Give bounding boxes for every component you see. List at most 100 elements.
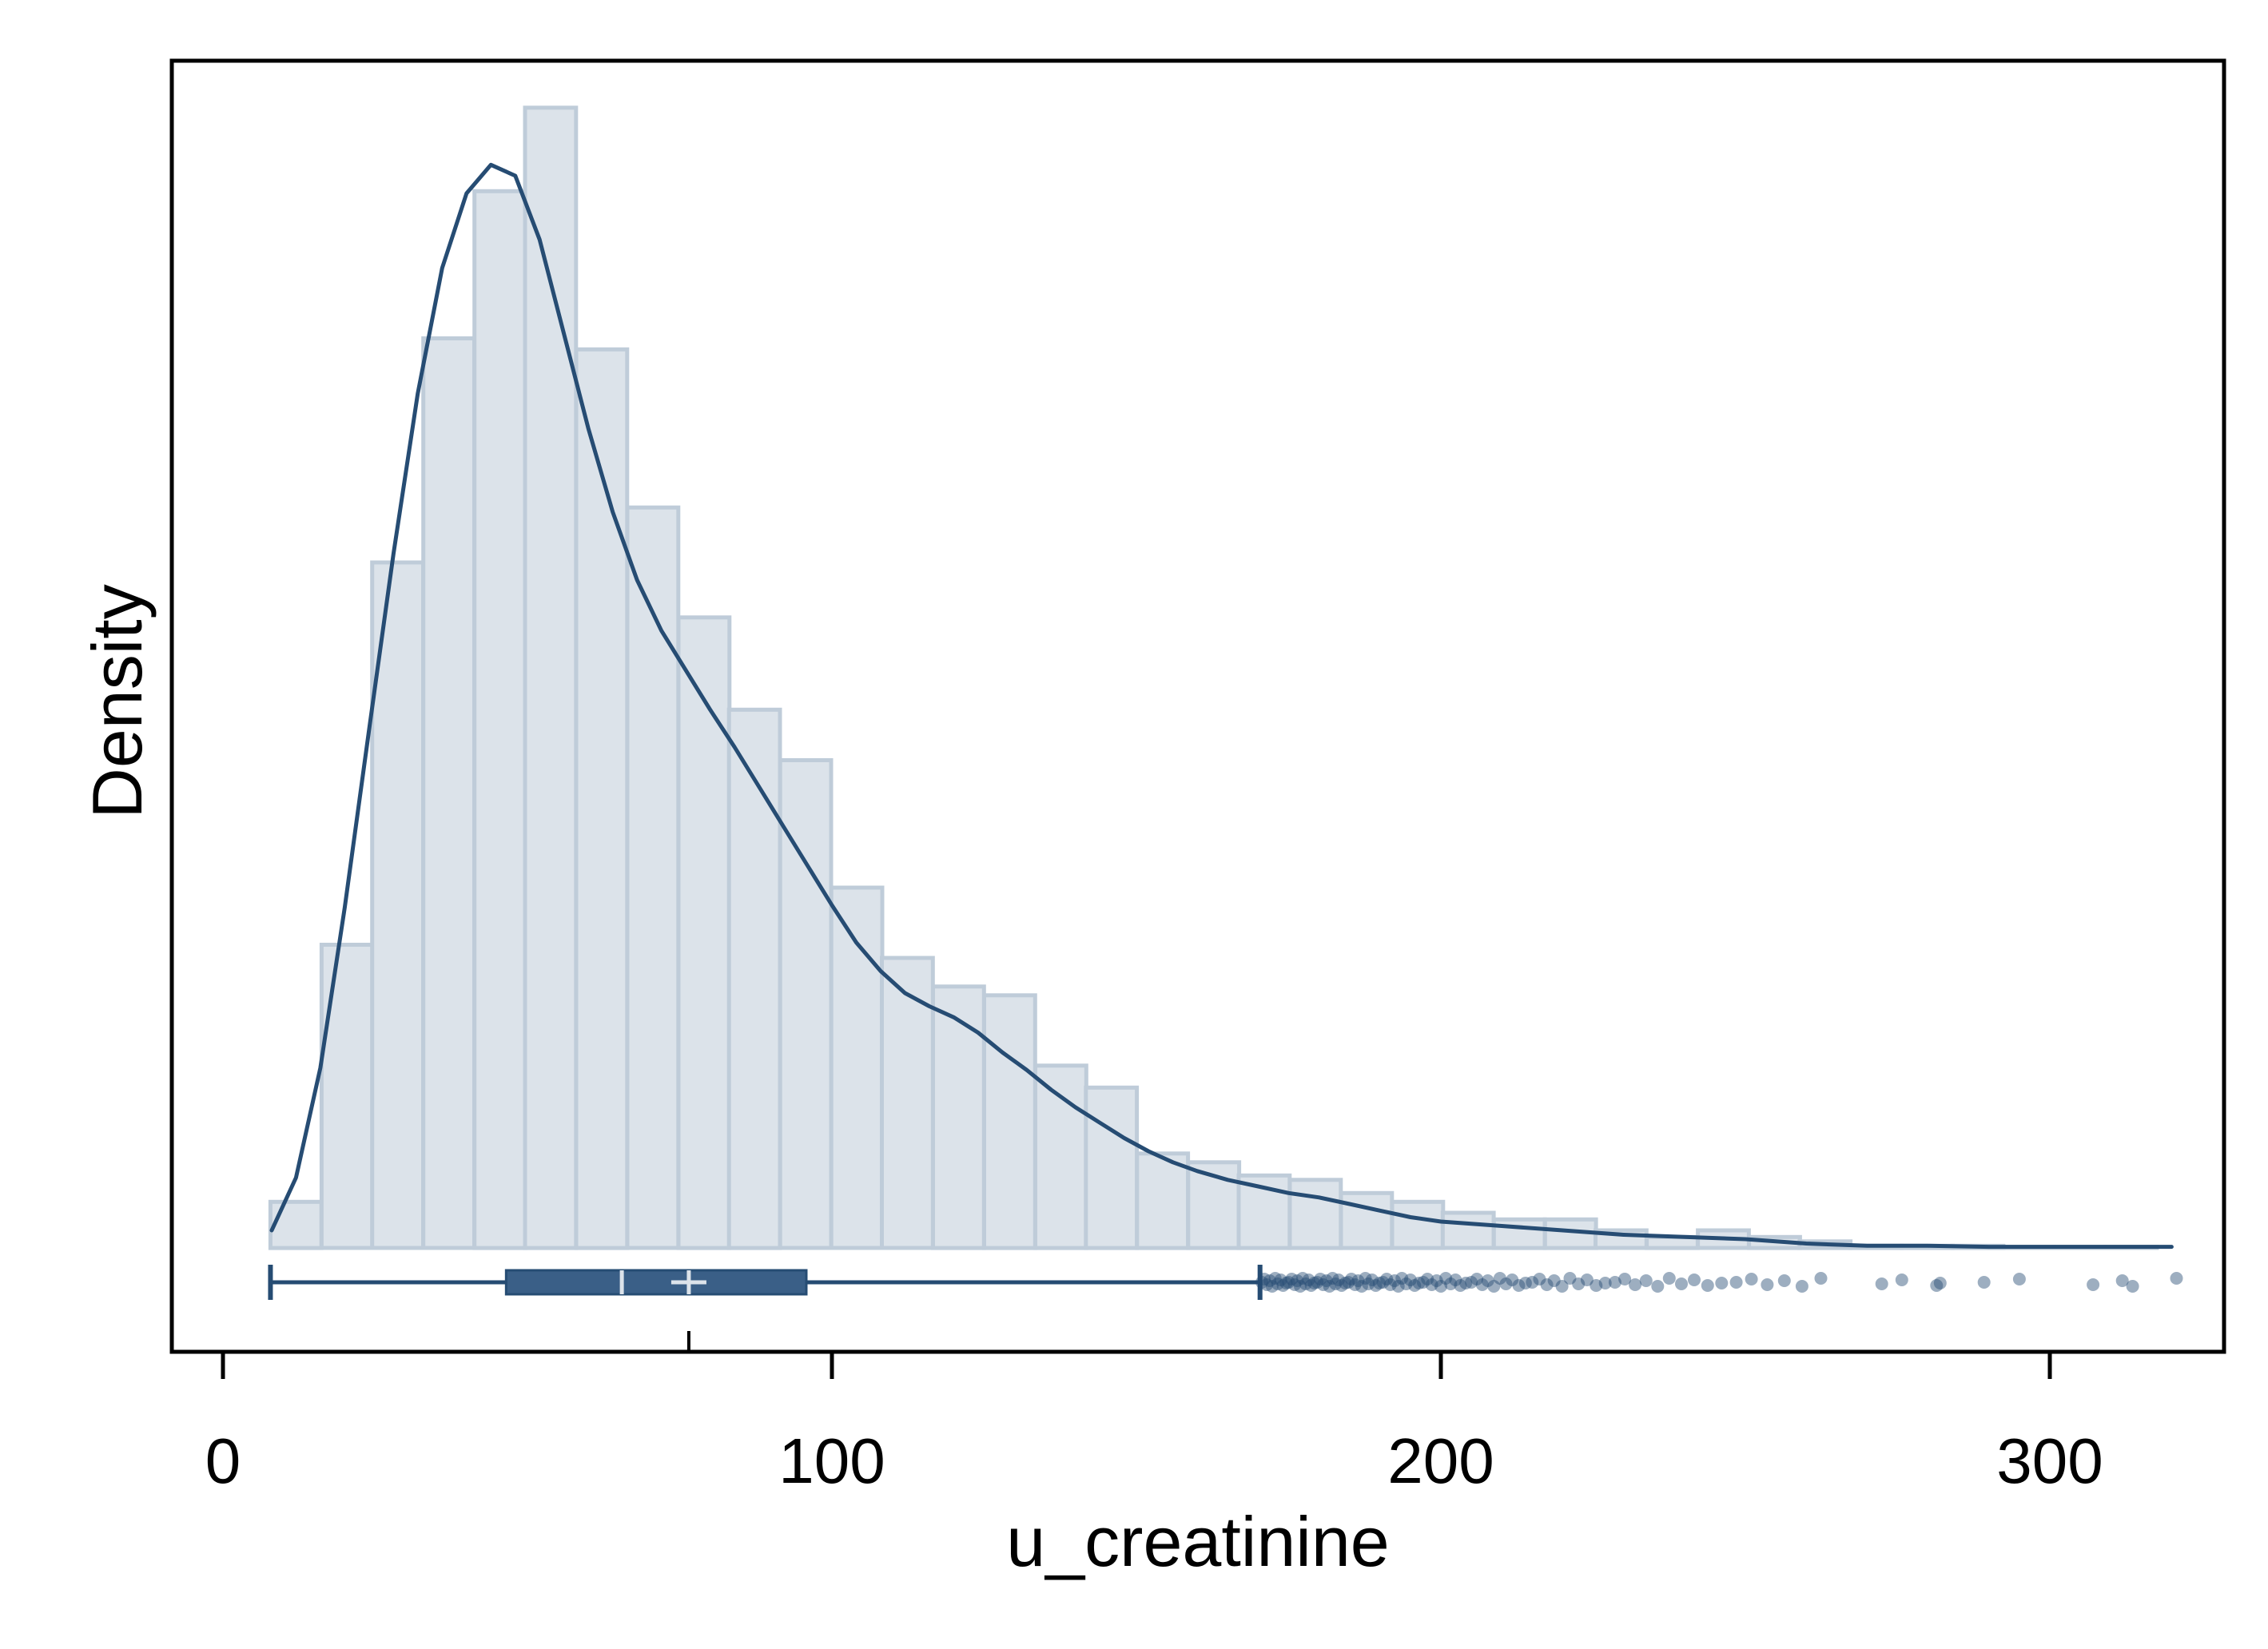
outlier-point-87 [1688, 1274, 1701, 1286]
outlier-point-20 [1311, 1276, 1324, 1289]
outlier-point-46 [1399, 1277, 1413, 1290]
outlier-point-34 [1355, 1280, 1368, 1293]
outlier-point-16 [1299, 1277, 1312, 1290]
outlier-point-25 [1326, 1272, 1339, 1285]
outlier-point-38 [1369, 1279, 1383, 1292]
outlier-point-102 [2087, 1278, 2100, 1291]
density-curve-layer [269, 162, 2174, 1250]
x-axis-title: u_creatinine [1006, 1502, 1389, 1581]
histogram-bar-8 [676, 615, 732, 1250]
histogram-bar-23 [1440, 1210, 1496, 1250]
outlier-point-54 [1434, 1280, 1447, 1293]
outlier-point-92 [1761, 1278, 1774, 1291]
outlier-point-94 [1795, 1280, 1808, 1293]
histogram-bar-7 [625, 505, 681, 1250]
outlier-point-100 [1977, 1276, 1991, 1289]
outlier-point-84 [1651, 1280, 1665, 1293]
outlier-point-105 [2170, 1272, 2183, 1285]
outlier-point-24 [1323, 1280, 1336, 1293]
histogram-bar-15 [1033, 1063, 1088, 1250]
histogram-bar-12 [880, 956, 935, 1250]
outlier-point-21 [1314, 1273, 1327, 1285]
outlier-point-42 [1383, 1278, 1397, 1291]
outlier-point-77 [1580, 1274, 1594, 1286]
outlier-point-23 [1319, 1274, 1333, 1287]
outlier-point-33 [1351, 1274, 1365, 1287]
outlier-point-70 [1526, 1276, 1539, 1289]
outlier-point-39 [1373, 1277, 1386, 1289]
outlier-point-4 [1265, 1280, 1279, 1293]
box-iqr [504, 1269, 808, 1296]
outlier-point-59 [1459, 1277, 1473, 1289]
x-tick-label-1: 100 [778, 1425, 885, 1496]
outlier-point-68 [1512, 1279, 1526, 1292]
outlier-point-49 [1412, 1277, 1426, 1289]
histogram-bar-17 [1135, 1151, 1191, 1250]
histogram-bar-16 [1084, 1085, 1140, 1250]
outlier-point-66 [1499, 1277, 1513, 1290]
outlier-point-71 [1533, 1273, 1546, 1285]
outlier-point-90 [1729, 1276, 1743, 1289]
histogram-bar-22 [1390, 1199, 1446, 1250]
outlier-point-99 [1933, 1277, 1947, 1289]
outlier-point-85 [1662, 1272, 1676, 1285]
outlier-point-86 [1675, 1277, 1688, 1290]
outlier-point-78 [1590, 1279, 1603, 1292]
outlier-point-35 [1359, 1272, 1372, 1285]
outlier-point-57 [1449, 1274, 1462, 1286]
outlier-point-52 [1425, 1278, 1438, 1291]
outlier-point-18 [1304, 1279, 1318, 1292]
outlier-point-31 [1345, 1273, 1358, 1285]
histogram-bar-2 [370, 560, 426, 1250]
outlier-point-7 [1274, 1274, 1287, 1286]
outlier-point-51 [1421, 1273, 1434, 1285]
x-tick-label-3: 300 [1996, 1425, 2103, 1496]
outlier-point-40 [1376, 1276, 1390, 1289]
outlier-point-96 [1875, 1277, 1888, 1290]
histogram-bar-13 [931, 984, 986, 1250]
outlier-point-11 [1285, 1273, 1299, 1285]
histogram-bar-3 [421, 336, 477, 1250]
outlier-point-6 [1271, 1277, 1284, 1290]
outlier-point-88 [1701, 1279, 1714, 1292]
outlier-point-75 [1563, 1272, 1577, 1285]
outlier-point-29 [1339, 1277, 1352, 1289]
histogram-bar-21 [1339, 1190, 1395, 1250]
outlier-point-43 [1388, 1274, 1402, 1287]
outlier-point-50 [1416, 1276, 1430, 1289]
histogram-bar-0 [268, 1199, 324, 1250]
outlier-point-8 [1276, 1279, 1290, 1292]
outlier-point-69 [1518, 1277, 1532, 1289]
outlier-point-95 [1814, 1272, 1828, 1285]
outlier-point-30 [1342, 1276, 1355, 1289]
histogram-bar-14 [982, 993, 1037, 1250]
outlier-point-2 [1260, 1278, 1274, 1291]
density-curve [269, 162, 2174, 1250]
outlier-point-58 [1454, 1279, 1467, 1292]
outlier-point-93 [1777, 1274, 1791, 1287]
histogram-bars [268, 105, 2159, 1250]
outlier-point-91 [1745, 1273, 1758, 1285]
outlier-point-15 [1296, 1272, 1309, 1285]
outlier-point-64 [1487, 1280, 1501, 1293]
outlier-point-14 [1294, 1280, 1307, 1293]
outlier-point-1 [1258, 1273, 1271, 1285]
histogram-bar-9 [726, 707, 782, 1250]
outlier-point-3 [1263, 1274, 1276, 1287]
outlier-point-9 [1279, 1277, 1293, 1289]
outlier-point-47 [1403, 1274, 1417, 1286]
outlier-point-56 [1444, 1277, 1458, 1290]
outlier-point-103 [2115, 1274, 2129, 1287]
outlier-point-36 [1362, 1277, 1375, 1290]
outlier-point-44 [1391, 1280, 1405, 1293]
outlier-point-101 [2012, 1273, 2026, 1285]
outlier-point-80 [1608, 1276, 1621, 1289]
outlier-point-82 [1629, 1278, 1642, 1291]
outlier-point-62 [1475, 1278, 1489, 1291]
outlier-point-67 [1506, 1274, 1519, 1286]
histogram-bar-11 [829, 885, 885, 1250]
boxplot-layer [268, 1265, 2183, 1350]
outlier-point-98 [1930, 1279, 1944, 1292]
